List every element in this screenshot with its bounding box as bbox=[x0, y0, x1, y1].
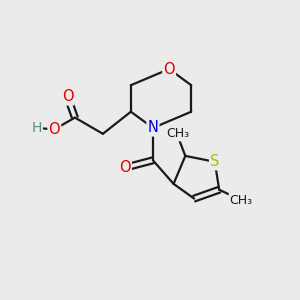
Text: S: S bbox=[210, 154, 220, 169]
Text: CH₃: CH₃ bbox=[230, 194, 253, 207]
Text: O: O bbox=[119, 160, 131, 175]
Text: N: N bbox=[148, 120, 158, 135]
Text: CH₃: CH₃ bbox=[167, 127, 190, 140]
Text: H: H bbox=[32, 121, 42, 135]
Text: O: O bbox=[49, 122, 60, 137]
Text: O: O bbox=[62, 89, 74, 104]
Text: O: O bbox=[163, 61, 175, 76]
